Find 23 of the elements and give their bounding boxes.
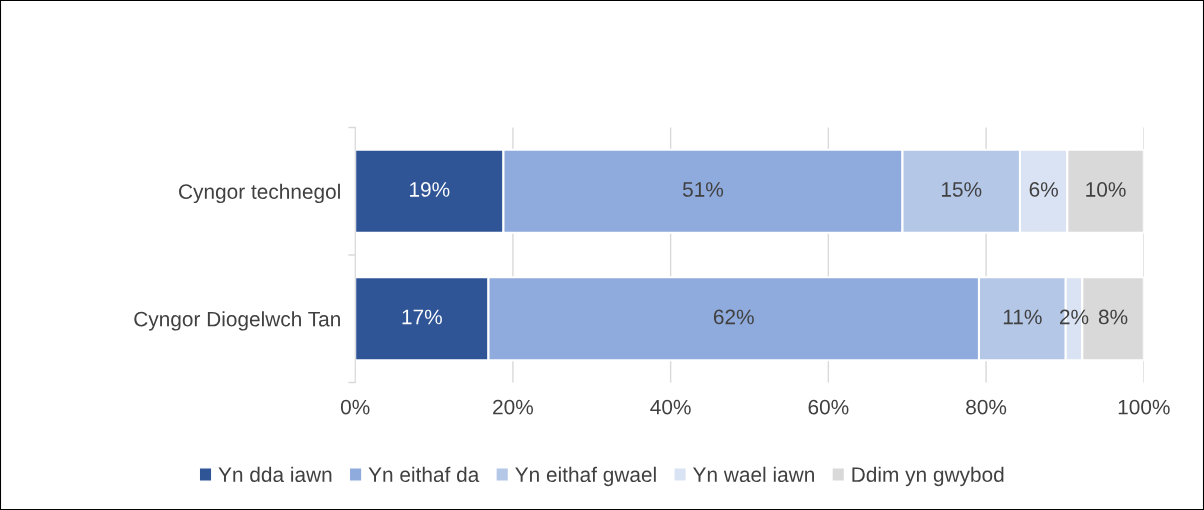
y-tick-label: Cyngor technegol [179, 183, 340, 204]
data-label: 62% [713, 309, 754, 325]
data-label: 19% [410, 182, 450, 197]
legend-label: Yn eithaf gwael [515, 466, 656, 487]
legend-label: Yn eithaf da [368, 466, 480, 483]
data-label: 51% [682, 182, 724, 197]
data-label: 10% [1086, 182, 1126, 197]
data-label: 6% [1029, 182, 1058, 197]
x-tick-label: 40% [650, 399, 691, 415]
legend-label: Yn wael iawn [693, 466, 814, 483]
x-tick-label: 100% [1118, 399, 1170, 415]
x-tick-label: 20% [493, 399, 534, 415]
x-tick-label: 60% [808, 399, 849, 415]
legend-label: Ddim yn gwybod [852, 466, 1004, 487]
data-label: 2% [1060, 309, 1089, 325]
legend-label: Yn dda iawn [218, 466, 332, 483]
x-tick-label: 0% [340, 399, 370, 415]
data-label: 17% [402, 309, 442, 325]
data-label: 15% [941, 182, 982, 197]
x-tick-label: 80% [966, 399, 1007, 415]
data-label: 11% [1003, 309, 1042, 325]
data-label: 8% [1098, 309, 1128, 325]
y-tick-label: Cyngor Diogelwch Tan [134, 311, 340, 331]
